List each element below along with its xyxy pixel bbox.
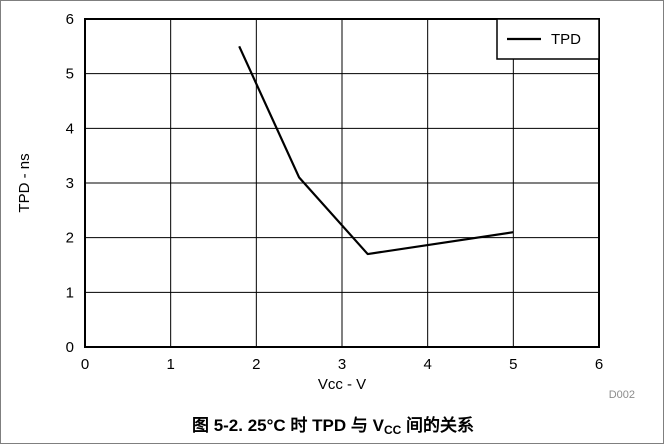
y-axis-ticks: 0 1 2 3 4 5 6 <box>66 11 74 356</box>
series-group <box>238 45 514 256</box>
y-tick-label: 0 <box>66 339 74 356</box>
legend: TPD <box>496 18 600 60</box>
legend-label: TPD <box>551 31 581 48</box>
y-axis-label: TPD - ns <box>16 153 33 212</box>
caption-subscript: CC <box>383 423 402 437</box>
y-tick-label: 6 <box>66 11 74 28</box>
x-tick-label: 4 <box>423 356 431 373</box>
caption-prefix: 图 5-2. 25°C 时 TPD 与 V <box>191 416 384 435</box>
grid-lines <box>85 19 599 347</box>
y-tick-label: 2 <box>66 230 74 247</box>
y-tick-label: 5 <box>66 66 74 83</box>
x-tick-label: 1 <box>166 356 174 373</box>
x-tick-label: 5 <box>509 356 517 373</box>
y-tick-label: 1 <box>66 284 74 301</box>
x-tick-label: 6 <box>595 356 603 373</box>
figure-caption: 图 5-2. 25°C 时 TPD 与 VCC 间的关系 <box>1 411 664 437</box>
x-axis-ticks: 0 1 2 3 4 5 6 <box>81 356 603 373</box>
y-tick-label: 3 <box>66 175 74 192</box>
x-axis-label: Vcc - V <box>318 376 366 393</box>
y-tick-label: 4 <box>66 120 74 137</box>
figure-code: D002 <box>609 389 635 401</box>
series-line-tpd <box>238 45 514 256</box>
x-tick-label: 0 <box>81 356 89 373</box>
plot-area-border <box>84 18 600 348</box>
caption-suffix: 间的关系 <box>401 416 475 435</box>
x-tick-label: 3 <box>338 356 346 373</box>
chart: 0 1 2 3 4 5 6 0 1 2 3 4 5 6 TPD Vcc - V TPD - ns D00… <box>16 11 635 401</box>
x-tick-label: 2 <box>252 356 260 373</box>
